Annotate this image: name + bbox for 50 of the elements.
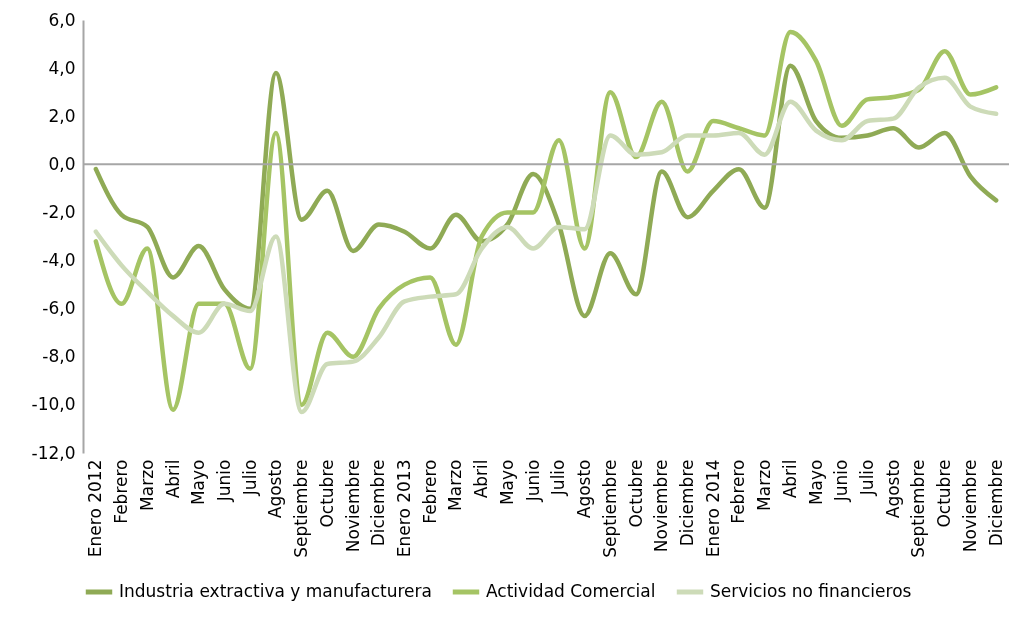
x-tick-label: Junio (213, 459, 234, 503)
x-tick-label: Octubre (316, 459, 337, 528)
y-tick-label: 2,0 (48, 105, 76, 126)
x-tick-label: Agosto (574, 459, 595, 519)
x-tick-label: Octubre (625, 459, 646, 528)
y-tick-label: -2,0 (42, 201, 76, 222)
y-tick-label: -6,0 (42, 298, 76, 319)
x-tick-label: Agosto (882, 459, 903, 519)
x-tick-label: Marzo (445, 459, 466, 511)
x-tick-label: Junio (522, 459, 543, 503)
x-tick-label: Diciembre (368, 459, 389, 547)
x-tick-label: Julio (548, 459, 569, 497)
x-tick-label: Diciembre (985, 459, 1006, 547)
x-tick-label: Octubre (934, 459, 955, 528)
legend-label: Actividad Comercial (486, 581, 656, 601)
x-tick-label: Marzo (754, 459, 775, 511)
x-tick-label: Agosto (265, 459, 286, 519)
line-series (93, 63, 999, 319)
y-tick-label: 4,0 (48, 57, 76, 78)
x-tick-label: Julio (239, 459, 260, 497)
x-tick-label: Mayo (805, 459, 826, 506)
y-tick-label: 6,0 (48, 9, 76, 30)
x-tick-label: Septiembre (291, 459, 312, 558)
x-tick-label: Abril (162, 459, 183, 499)
x-tick-label: Mayo (496, 459, 517, 506)
x-tick-label: Noviembre (959, 459, 980, 553)
y-tick-label: -10,0 (31, 394, 76, 415)
legend-label: Industria extractiva y manufacturera (119, 581, 432, 601)
x-tick-label: Noviembre (651, 459, 672, 553)
x-tick-label: Febrero (419, 459, 440, 524)
y-tick-label: 0,0 (48, 153, 76, 174)
y-tick-label: -8,0 (42, 346, 76, 367)
y-tick-label: -4,0 (42, 250, 76, 271)
x-tick-label: Septiembre (908, 459, 929, 558)
x-tick-label: Enero 2012 (85, 459, 106, 558)
x-tick-label: Abril (471, 459, 492, 499)
legend-label: Servicios no financieros (710, 581, 912, 601)
x-tick-label: Febrero (111, 459, 132, 524)
y-tick-label: -12,0 (31, 442, 76, 463)
x-tick-label: Septiembre (599, 459, 620, 558)
x-tick-label: Abril (779, 459, 800, 499)
x-tick-label: Diciembre (676, 459, 697, 547)
x-tick-label: Noviembre (342, 459, 363, 553)
x-tick-label: Julio (857, 459, 878, 497)
x-tick-label: Enero 2014 (702, 459, 723, 558)
x-tick-label: Marzo (136, 459, 157, 511)
x-tick-label: Febrero (728, 459, 749, 524)
x-tick-label: Mayo (188, 459, 209, 506)
x-tick-label: Junio (831, 459, 852, 503)
x-tick-label: Enero 2013 (394, 459, 415, 558)
